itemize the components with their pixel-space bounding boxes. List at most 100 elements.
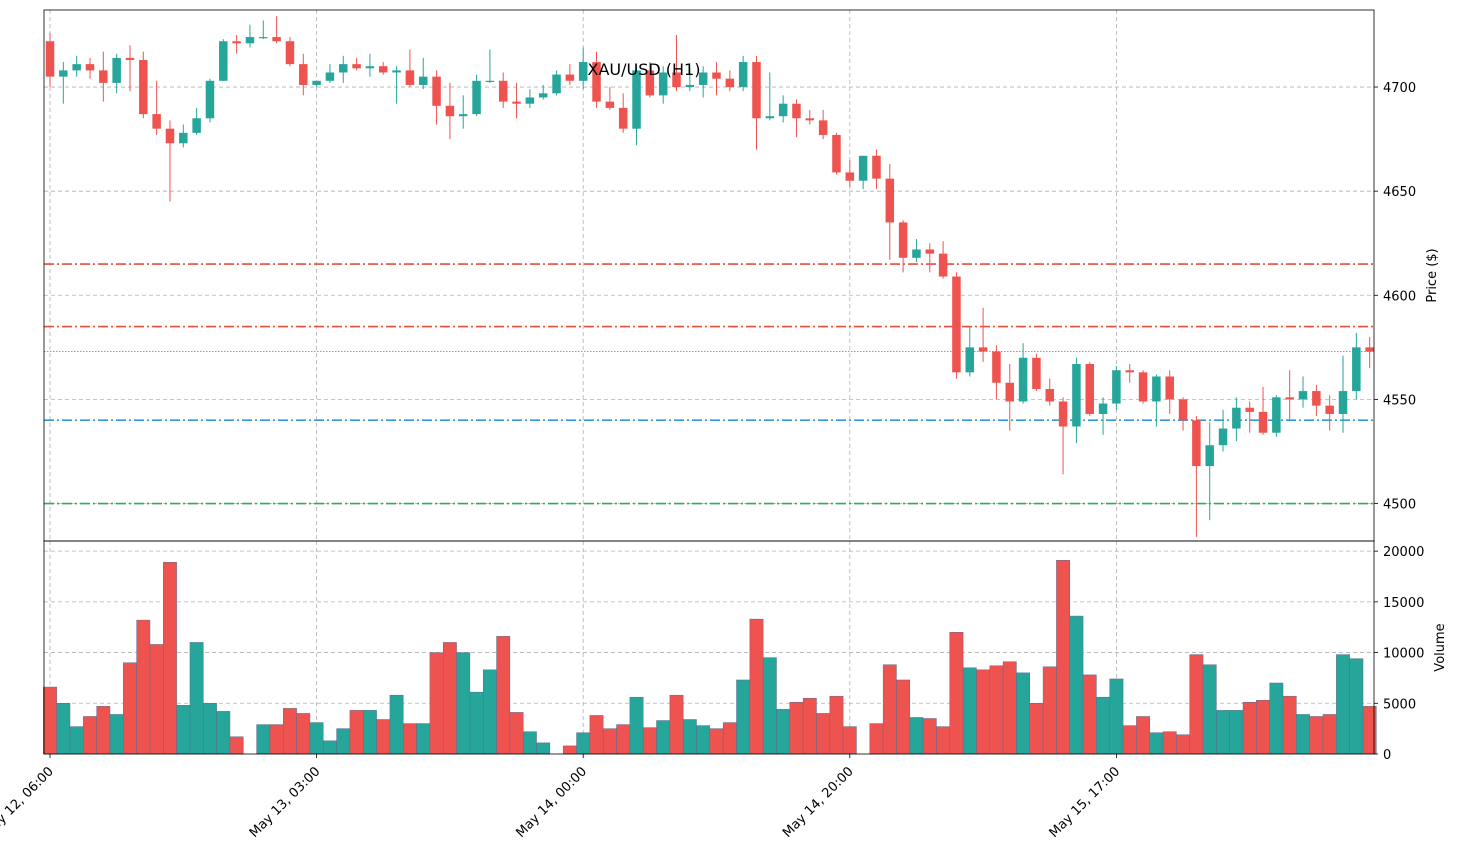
price-ytick-label: 4650 xyxy=(1383,185,1416,200)
volume-bar xyxy=(522,731,537,755)
volume-bar xyxy=(1002,661,1017,755)
candle-body xyxy=(645,70,655,96)
volume-bar xyxy=(1056,560,1070,755)
volume-bar xyxy=(1216,710,1230,755)
candle-body xyxy=(99,70,108,83)
volume-bar xyxy=(69,726,84,755)
volume-bar xyxy=(1136,716,1150,755)
candle-body xyxy=(445,105,455,117)
volume-bar xyxy=(309,722,324,755)
candle-body xyxy=(72,64,81,71)
volume-bar xyxy=(83,716,97,755)
volume-bar xyxy=(589,715,604,755)
volume-bar xyxy=(403,723,417,755)
candle-body xyxy=(139,59,148,115)
candle-body xyxy=(1218,428,1228,446)
candle-body xyxy=(1272,397,1281,433)
candle-body xyxy=(778,103,788,117)
candle-body xyxy=(618,107,628,129)
candle-body xyxy=(472,80,481,115)
volume-bar xyxy=(469,691,484,755)
volume-bar xyxy=(123,662,137,755)
candle-body xyxy=(259,37,268,39)
xtick-label: May 14, 00:00 xyxy=(513,764,590,841)
volume-ytick-label: 0 xyxy=(1383,748,1391,763)
candle-body xyxy=(85,64,95,71)
candle-body xyxy=(152,114,161,129)
candle-body xyxy=(1205,445,1214,467)
volume-bar xyxy=(616,724,631,755)
candle-body xyxy=(1165,376,1174,400)
candle-body xyxy=(698,72,708,85)
candle-body xyxy=(658,72,668,96)
candle-body xyxy=(925,249,935,254)
volume-bar xyxy=(656,720,671,755)
volume-bar xyxy=(443,642,457,755)
volume-bar xyxy=(323,740,337,755)
candle-body xyxy=(978,347,988,352)
volume-bar xyxy=(669,694,684,755)
volume-bar xyxy=(1296,714,1310,755)
candle-body xyxy=(365,66,375,69)
candle-body xyxy=(738,62,748,88)
candle-body xyxy=(885,178,895,223)
candle-body xyxy=(538,93,548,98)
price-axis-label: Price ($) xyxy=(1425,248,1440,302)
volume-bar xyxy=(456,652,471,755)
candle-body xyxy=(1018,357,1028,402)
volume-bar xyxy=(802,697,817,755)
candle-body xyxy=(379,66,388,73)
volume-bar xyxy=(136,619,151,755)
volume-bar xyxy=(269,724,284,755)
candle-body xyxy=(1072,364,1081,427)
volume-bar xyxy=(1229,710,1244,755)
candle-body xyxy=(992,351,1001,383)
candle-body xyxy=(339,64,348,73)
candle-body xyxy=(1365,347,1374,352)
candle-body xyxy=(1085,364,1094,414)
volume-bar xyxy=(696,725,711,755)
candle-body xyxy=(179,132,188,144)
volume-bar xyxy=(389,694,404,755)
candle-body xyxy=(605,101,615,108)
volume-bar xyxy=(576,732,591,755)
candle-body xyxy=(805,118,815,121)
volume-bar xyxy=(43,686,57,755)
candle-body xyxy=(498,80,508,102)
candle-body xyxy=(1005,382,1015,402)
candle-body xyxy=(1312,391,1321,406)
candle-body xyxy=(832,134,841,173)
volume-bar xyxy=(1029,703,1044,755)
price-ytick-label: 4550 xyxy=(1383,393,1416,408)
volume-bar xyxy=(1256,699,1270,755)
candle-body xyxy=(392,70,401,73)
candle-body xyxy=(858,155,868,181)
candle-body xyxy=(565,74,575,81)
candle-body xyxy=(1045,388,1054,402)
volume-bar xyxy=(642,727,657,755)
candle-body xyxy=(765,116,775,119)
volume-bar xyxy=(229,736,244,755)
candle-body xyxy=(552,74,561,94)
volume-bar xyxy=(1322,714,1337,755)
volume-ytick-label: 10000 xyxy=(1383,647,1424,662)
candle-body xyxy=(219,41,228,81)
volume-bar xyxy=(283,708,297,755)
candle-body xyxy=(632,70,641,129)
candle-body xyxy=(245,37,255,44)
xtick-label: May 13, 03:00 xyxy=(247,764,324,841)
volume-bar xyxy=(256,724,271,755)
volume-bar xyxy=(909,717,924,755)
volume-bar xyxy=(496,636,511,755)
candle-body xyxy=(1032,357,1041,389)
volume-bar xyxy=(842,726,857,755)
volume-bar xyxy=(829,695,844,755)
candle-body xyxy=(1138,372,1148,402)
volume-bar xyxy=(936,726,951,755)
volume-bar xyxy=(109,714,124,755)
price-axes-frame xyxy=(43,9,1375,542)
candle-body xyxy=(685,84,695,88)
price-ytick-label: 4700 xyxy=(1383,81,1416,96)
candle-body xyxy=(952,276,961,373)
volume-bar xyxy=(1269,682,1284,755)
